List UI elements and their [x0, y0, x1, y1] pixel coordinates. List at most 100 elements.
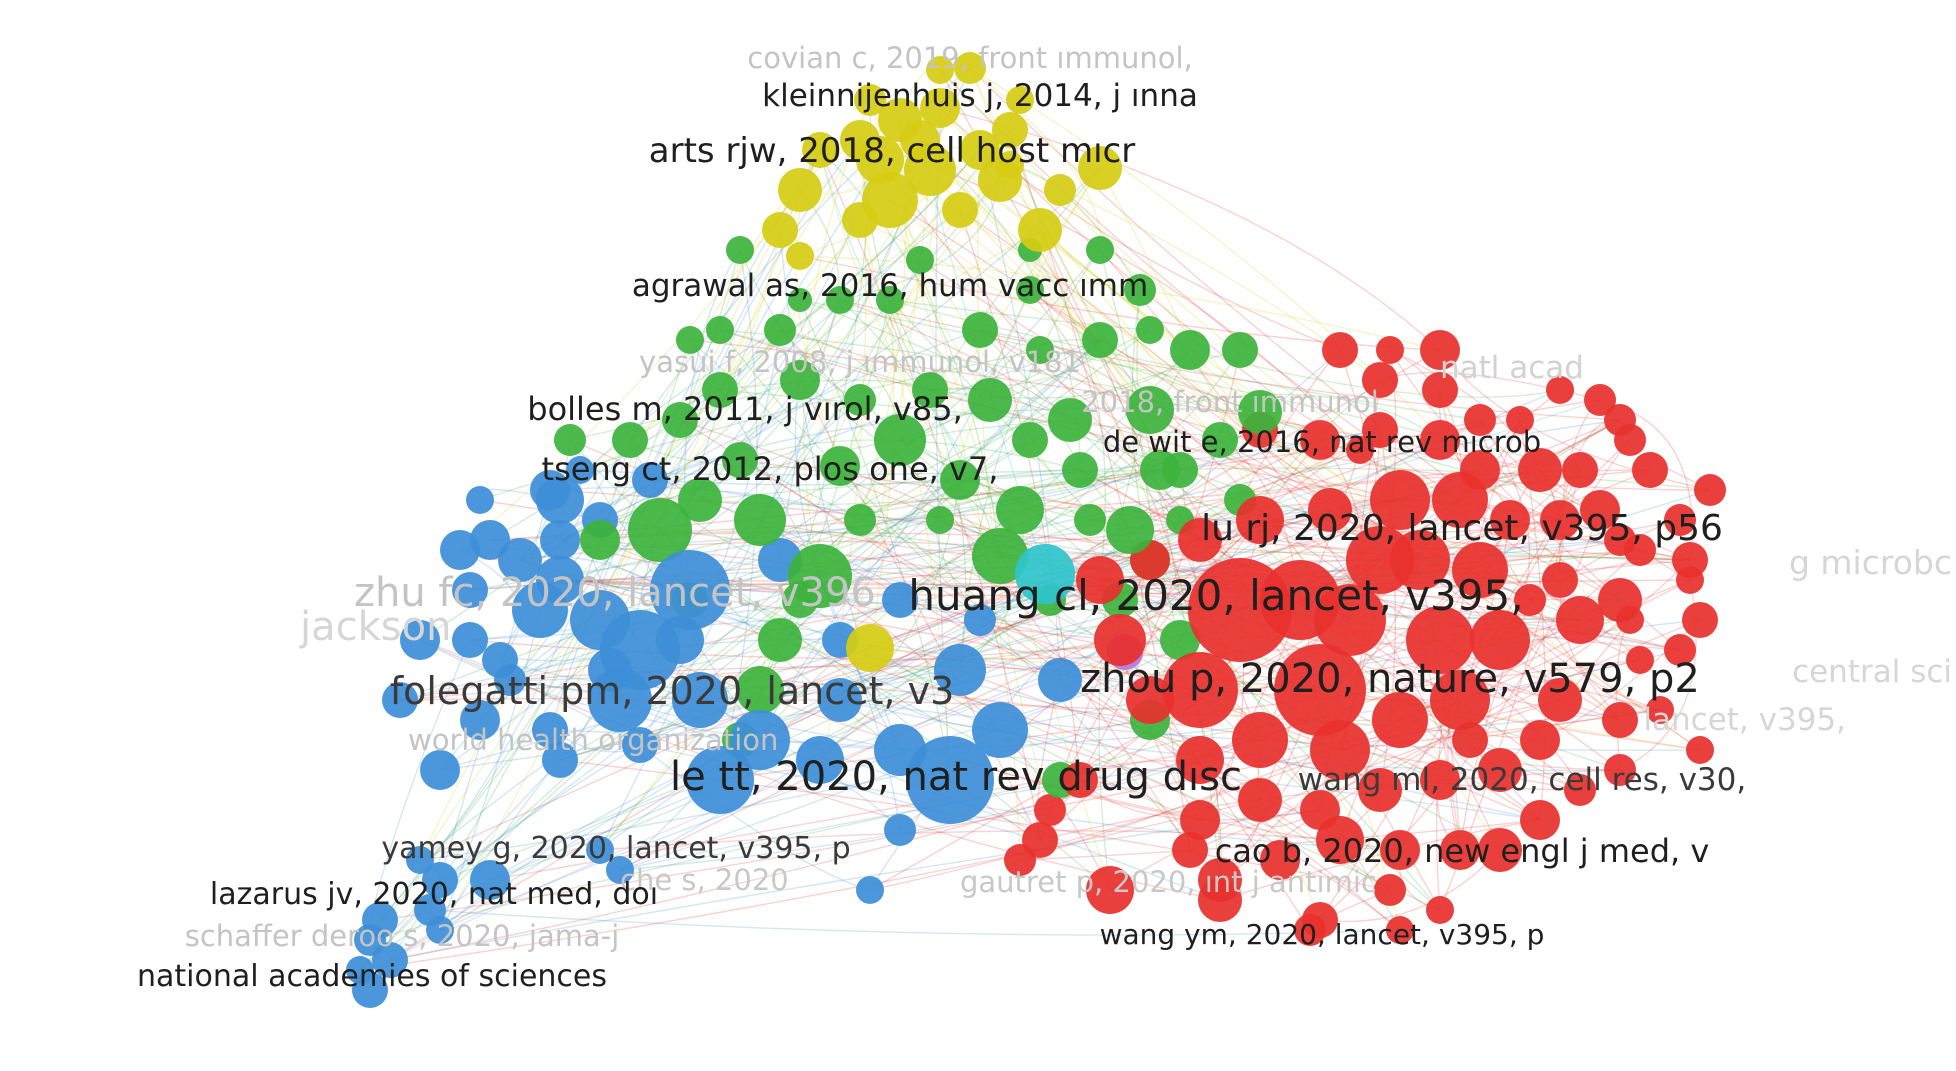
- label-jackson[interactable]: jackson: [299, 604, 451, 650]
- red-cluster-node[interactable]: [1162, 652, 1238, 728]
- green-cluster-node[interactable]: [996, 486, 1044, 534]
- yellow-cluster-node[interactable]: [978, 158, 1022, 202]
- red-cluster-node[interactable]: [1372, 692, 1428, 748]
- red-cluster-node[interactable]: [1602, 702, 1638, 738]
- blue-cluster-node[interactable]: [532, 712, 568, 748]
- label-yasui[interactable]: yasui f, 2008, j ımmunol, v181: [639, 345, 1081, 379]
- label-covian[interactable]: covian c, 2019, front ımmunol,: [747, 41, 1192, 75]
- red-cluster-node[interactable]: [1358, 768, 1402, 812]
- red-cluster-node[interactable]: [1490, 500, 1530, 540]
- label-gautret[interactable]: gautret p, 2020, ınt j antimic: [960, 865, 1377, 899]
- red-cluster-node[interactable]: [1232, 712, 1288, 768]
- green-cluster-node[interactable]: [1026, 336, 1054, 364]
- yellow-cluster-node[interactable]: [1044, 174, 1076, 206]
- green-cluster-node[interactable]: [736, 666, 784, 714]
- green-cluster-node[interactable]: [580, 520, 620, 560]
- label-bolles[interactable]: bolles m, 2011, j vırol, v85,: [527, 390, 962, 428]
- blue-cluster-node[interactable]: [1038, 658, 1082, 702]
- green-cluster-node[interactable]: [972, 528, 1028, 584]
- red-cluster-node[interactable]: [1308, 488, 1352, 532]
- red-cluster-node[interactable]: [1664, 634, 1696, 666]
- blue-cluster-node[interactable]: [382, 682, 418, 718]
- label-wang-ym[interactable]: wang ym, 2020, lancet, v395, p: [1100, 918, 1545, 951]
- red-cluster-node[interactable]: [1236, 496, 1284, 544]
- green-cluster-node[interactable]: [628, 498, 692, 562]
- label-lu[interactable]: lu rj, 2020, lancet, v395, p56: [1201, 508, 1723, 549]
- red-cluster-node[interactable]: [1316, 816, 1364, 864]
- red-cluster-node[interactable]: [1380, 830, 1420, 870]
- green-cluster-node[interactable]: [844, 504, 876, 536]
- yellow-cluster-node[interactable]: [992, 112, 1028, 148]
- red-cluster-node[interactable]: [1422, 372, 1458, 408]
- red-cluster-node[interactable]: [1362, 362, 1398, 398]
- red-cluster-node[interactable]: [1646, 696, 1674, 724]
- green-cluster-node[interactable]: [940, 460, 980, 500]
- green-cluster-node[interactable]: [968, 378, 1012, 422]
- yellow-cluster-node[interactable]: [1006, 86, 1034, 114]
- red-cluster-node[interactable]: [1370, 470, 1430, 530]
- red-cluster-node[interactable]: [1664, 504, 1696, 536]
- red-cluster-node[interactable]: [1580, 490, 1620, 530]
- yellow-cluster-node[interactable]: [904, 144, 956, 196]
- blue-cluster-node[interactable]: [622, 727, 658, 763]
- green-cluster-node[interactable]: [1124, 274, 1156, 306]
- blue-cluster-node[interactable]: [512, 582, 568, 638]
- red-cluster-node[interactable]: [1346, 436, 1374, 464]
- label-lazarus[interactable]: lazarus jv, 2020, nat med, doı: [210, 877, 658, 912]
- red-cluster-node[interactable]: [1260, 840, 1300, 880]
- label-arts[interactable]: arts rjw, 2018, cell host mıcr: [649, 131, 1135, 171]
- red-cluster-node[interactable]: [1430, 670, 1490, 730]
- red-cluster-node[interactable]: [1440, 830, 1480, 870]
- yellow-cluster-node[interactable]: [960, 130, 1000, 170]
- blue-cluster-node[interactable]: [352, 972, 388, 1008]
- blue-cluster-node[interactable]: [650, 550, 730, 630]
- label-le-tt[interactable]: le tt, 2020, nat rev drug dısc: [670, 754, 1242, 800]
- blue-cluster-node[interactable]: [964, 604, 996, 636]
- red-cluster-node[interactable]: [1540, 500, 1580, 540]
- red-cluster-node[interactable]: [1562, 452, 1598, 488]
- red-cluster-node[interactable]: [1632, 452, 1668, 488]
- blue-cluster-node[interactable]: [420, 750, 460, 790]
- green-cluster-node[interactable]: [706, 316, 734, 344]
- cyan-cluster-node[interactable]: [1015, 544, 1075, 604]
- blue-cluster-node[interactable]: [400, 620, 440, 660]
- green-cluster-node[interactable]: [1222, 332, 1258, 368]
- red-cluster-node[interactable]: [1346, 526, 1414, 594]
- yellow-cluster-node[interactable]: [1078, 146, 1122, 190]
- green-cluster-node[interactable]: [1106, 506, 1154, 554]
- green-cluster-node[interactable]: [726, 236, 754, 264]
- red-cluster-node[interactable]: [1362, 412, 1398, 448]
- red-cluster-node[interactable]: [1546, 376, 1574, 404]
- green-cluster-node[interactable]: [1062, 452, 1098, 488]
- blue-cluster-node[interactable]: [796, 736, 844, 784]
- yellow-cluster-node[interactable]: [854, 84, 886, 116]
- red-cluster-node[interactable]: [1478, 748, 1522, 792]
- yellow-cluster-node[interactable]: [920, 88, 960, 128]
- blue-cluster-node[interactable]: [440, 530, 480, 570]
- blue-cluster-node[interactable]: [466, 486, 494, 514]
- red-cluster-node[interactable]: [1302, 902, 1338, 938]
- red-cluster-node[interactable]: [1034, 794, 1066, 826]
- red-cluster-node[interactable]: [1172, 832, 1208, 868]
- yellow-cluster-node[interactable]: [786, 242, 814, 270]
- label-yamey[interactable]: yamey g, 2020, lancet, v395, p: [381, 831, 850, 866]
- green-cluster-node[interactable]: [676, 326, 704, 354]
- yellow-cluster-node[interactable]: [942, 192, 978, 228]
- green-cluster-node[interactable]: [1238, 390, 1282, 434]
- green-cluster-node[interactable]: [876, 286, 904, 314]
- label-folegatti[interactable]: folegatti pm, 2020, lancet, v3: [390, 669, 955, 713]
- green-cluster-node[interactable]: [962, 312, 998, 348]
- red-cluster-node[interactable]: [1598, 578, 1642, 622]
- green-cluster-node[interactable]: [1170, 330, 1210, 370]
- green-cluster-node[interactable]: [826, 286, 854, 314]
- red-cluster-node[interactable]: [1198, 878, 1242, 922]
- blue-cluster-node[interactable]: [540, 520, 580, 560]
- red-cluster-node[interactable]: [1470, 610, 1530, 670]
- red-cluster-node[interactable]: [1178, 518, 1222, 562]
- label-agrawal[interactable]: agrawal as, 2016, hum vacc ımm: [632, 268, 1148, 304]
- blue-cluster-node[interactable]: [586, 836, 614, 864]
- red-cluster-node[interactable]: [1478, 828, 1522, 872]
- red-cluster-node[interactable]: [1452, 722, 1488, 758]
- red-cluster-node[interactable]: [1420, 330, 1460, 370]
- red-cluster-node[interactable]: [1520, 720, 1560, 760]
